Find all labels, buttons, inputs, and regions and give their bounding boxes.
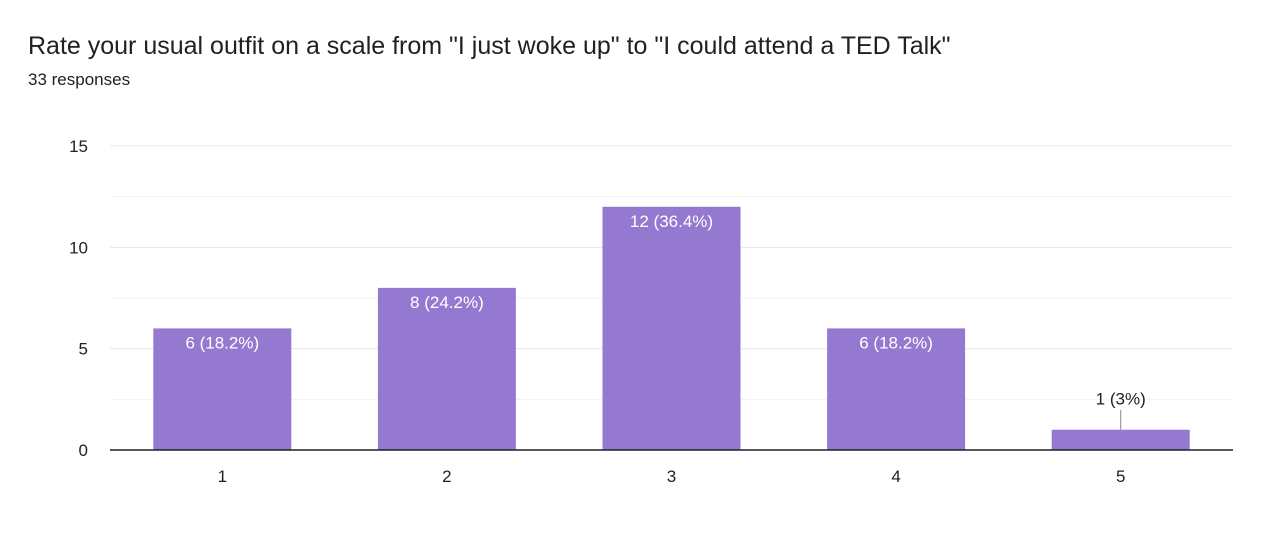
data-label: 8 (24.2%): [410, 293, 484, 312]
chart-title: Rate your usual outfit on a scale from "…: [28, 32, 951, 60]
bar: [827, 328, 966, 450]
y-tick-label: 0: [79, 441, 88, 460]
bar: [1051, 429, 1190, 450]
y-tick-label: 10: [69, 238, 88, 257]
x-tick-label: 3: [667, 467, 676, 486]
data-labels: 6 (18.2%) 8 (24.2%) 12 (36.4%) 6 (18.2%) 1 (…: [185, 212, 1146, 430]
bar: [153, 328, 292, 450]
axes: 0 5 10 15 1 2 3 4 5: [69, 137, 1233, 486]
data-label: 6 (18.2%): [859, 333, 933, 352]
y-tick-label: 15: [69, 137, 88, 156]
x-tick-label: 4: [891, 467, 900, 486]
data-label: 12 (36.4%): [630, 212, 713, 231]
bar: [602, 206, 741, 450]
data-label: 6 (18.2%): [185, 333, 259, 352]
bars: [153, 206, 1190, 450]
bar: [377, 287, 516, 450]
y-tick-label: 5: [79, 340, 88, 359]
x-tick-label: 5: [1116, 467, 1125, 486]
data-label: 1 (3%): [1096, 390, 1146, 409]
response-count: 33 responses: [28, 70, 131, 89]
x-tick-label: 1: [218, 467, 227, 486]
x-tick-label: 2: [442, 467, 451, 486]
